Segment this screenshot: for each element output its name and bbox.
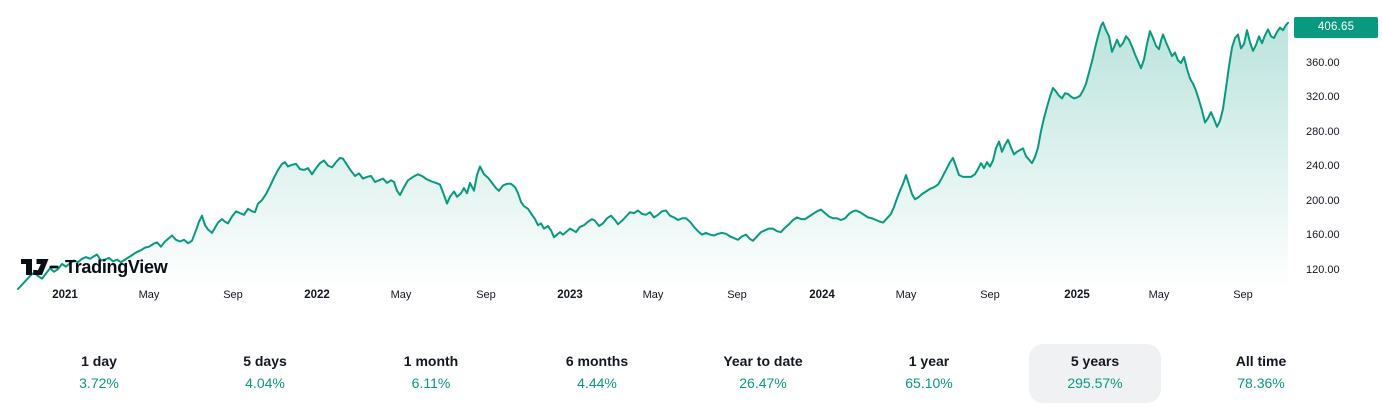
y-axis-label: 240.00 bbox=[1306, 160, 1340, 172]
x-axis-label: May bbox=[1148, 289, 1170, 301]
range-button-1-month[interactable]: 1 month 6.11% bbox=[365, 344, 497, 403]
x-axis-label: Sep bbox=[727, 289, 747, 301]
range-change: 295.57% bbox=[1067, 374, 1123, 391]
last-price-badge: 406.65 bbox=[1294, 17, 1378, 38]
range-label: 1 year bbox=[908, 352, 950, 369]
y-axis-label: 200.00 bbox=[1306, 194, 1340, 207]
range-change: 4.44% bbox=[577, 374, 617, 391]
range-column: All time 78.36% bbox=[1178, 334, 1344, 412]
range-label: Year to date bbox=[723, 352, 803, 369]
range-button-5-years[interactable]: 5 years 295.57% bbox=[1029, 343, 1161, 403]
x-axis-label: May bbox=[138, 289, 160, 301]
y-axis-label: 120.00 bbox=[1306, 263, 1340, 276]
x-axis-label: 2025 bbox=[1064, 289, 1090, 301]
range-button-6-months[interactable]: 6 months 4.44% bbox=[531, 344, 663, 403]
range-button-5-days[interactable]: 5 days 4.04% bbox=[199, 344, 331, 403]
range-label: 1 month bbox=[403, 352, 459, 369]
x-axis-label: May bbox=[390, 289, 412, 301]
range-label: All time bbox=[1235, 352, 1287, 369]
x-axis-label: Sep bbox=[223, 289, 243, 301]
range-label: 5 days bbox=[243, 352, 287, 369]
range-change: 3.72% bbox=[79, 374, 119, 391]
x-axis-label: 2023 bbox=[557, 289, 583, 301]
y-axis-label: 320.00 bbox=[1306, 91, 1340, 103]
area-fill bbox=[18, 22, 1288, 289]
y-axis-label: 280.00 bbox=[1306, 125, 1340, 138]
range-column: 6 months 4.44% bbox=[514, 334, 680, 412]
range-change: 65.10% bbox=[905, 374, 953, 391]
range-change: 78.36% bbox=[1237, 374, 1285, 391]
range-button-1-year[interactable]: 1 year 65.10% bbox=[863, 344, 995, 403]
range-label: 1 day bbox=[81, 352, 117, 369]
tradingview-logo-text: TradingView bbox=[65, 256, 168, 277]
range-change: 4.04% bbox=[245, 374, 285, 391]
range-column: 1 month 6.11% bbox=[348, 334, 514, 412]
x-axis-label: Sep bbox=[980, 289, 1000, 301]
x-axis-label: 2024 bbox=[809, 289, 835, 301]
x-axis-label: Sep bbox=[476, 289, 496, 301]
price-chart[interactable] bbox=[0, 0, 1382, 310]
range-column: 1 day 3.72% bbox=[16, 334, 182, 412]
x-axis-label: May bbox=[895, 289, 917, 301]
tradingview-logo-mark-icon bbox=[21, 259, 59, 275]
y-axis-label: 160.00 bbox=[1306, 229, 1340, 241]
range-change: 6.11% bbox=[411, 374, 451, 391]
price-line bbox=[17, 21, 1289, 290]
range-label: 5 years bbox=[1070, 352, 1120, 369]
range-column: Year to date 26.47% bbox=[680, 334, 846, 412]
x-axis-label: May bbox=[642, 289, 664, 301]
range-column: 5 years 295.57% bbox=[1012, 334, 1178, 412]
y-axis-label: 360.00 bbox=[1306, 56, 1340, 69]
range-toolbar: 1 day 3.72% 5 days 4.04% 1 month 6.11% 6 month… bbox=[16, 334, 1344, 412]
tradingview-logo[interactable]: TradingView bbox=[20, 256, 168, 278]
range-change: 26.47% bbox=[739, 374, 787, 391]
range-button-1-day[interactable]: 1 day 3.72% bbox=[33, 344, 165, 403]
range-column: 1 year 65.10% bbox=[846, 334, 1012, 412]
range-button-all-time[interactable]: All time 78.36% bbox=[1195, 344, 1327, 403]
range-button-year-to-date[interactable]: Year to date 26.47% bbox=[697, 344, 829, 403]
x-axis-label: 2022 bbox=[304, 289, 330, 301]
x-axis-label: Sep bbox=[1233, 289, 1253, 301]
range-label: 6 months bbox=[565, 352, 629, 369]
x-axis-label: 2021 bbox=[52, 289, 78, 301]
chart-region: 360.00 320.00 280.00 240.00 200.00 160.00 120.… bbox=[0, 0, 1382, 310]
range-column: 5 days 4.04% bbox=[182, 334, 348, 412]
